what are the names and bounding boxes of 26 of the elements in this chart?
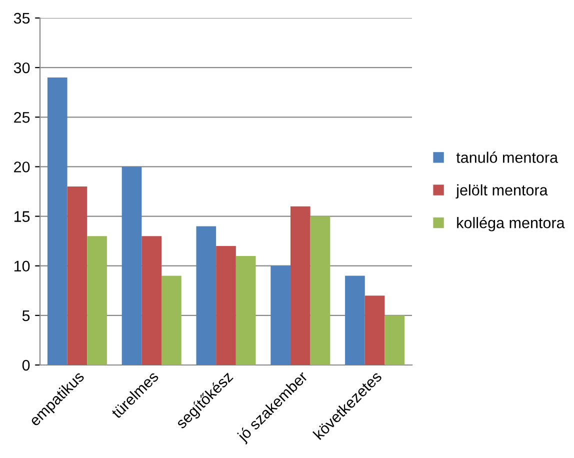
y-tick-label: 10 (14, 260, 30, 272)
bar (196, 226, 216, 365)
bar (67, 186, 88, 365)
bar (364, 296, 385, 365)
y-tick-label: 20 (14, 162, 30, 172)
bar (122, 166, 142, 365)
bar (345, 276, 365, 365)
bar (47, 77, 68, 365)
bar (270, 266, 290, 365)
y-tick-label: 15 (14, 211, 30, 222)
bar (216, 246, 236, 365)
legend-label: jelölt mentora (456, 184, 548, 199)
y-tick-label: 0 (22, 360, 30, 371)
y-tick-label: 25 (14, 112, 30, 123)
bar (310, 216, 330, 365)
y-tick-label: 5 (22, 310, 30, 322)
legend-label: kolléga mentora (457, 216, 565, 232)
bar (384, 315, 405, 365)
bar (87, 236, 107, 365)
bar (142, 236, 162, 365)
legend-label: tanuló mentora (456, 152, 558, 163)
bar (162, 276, 182, 365)
bar (290, 206, 310, 365)
bar (236, 256, 256, 365)
y-tick-label: 35 (14, 12, 30, 24)
y-tick-label: 30 (14, 62, 30, 74)
